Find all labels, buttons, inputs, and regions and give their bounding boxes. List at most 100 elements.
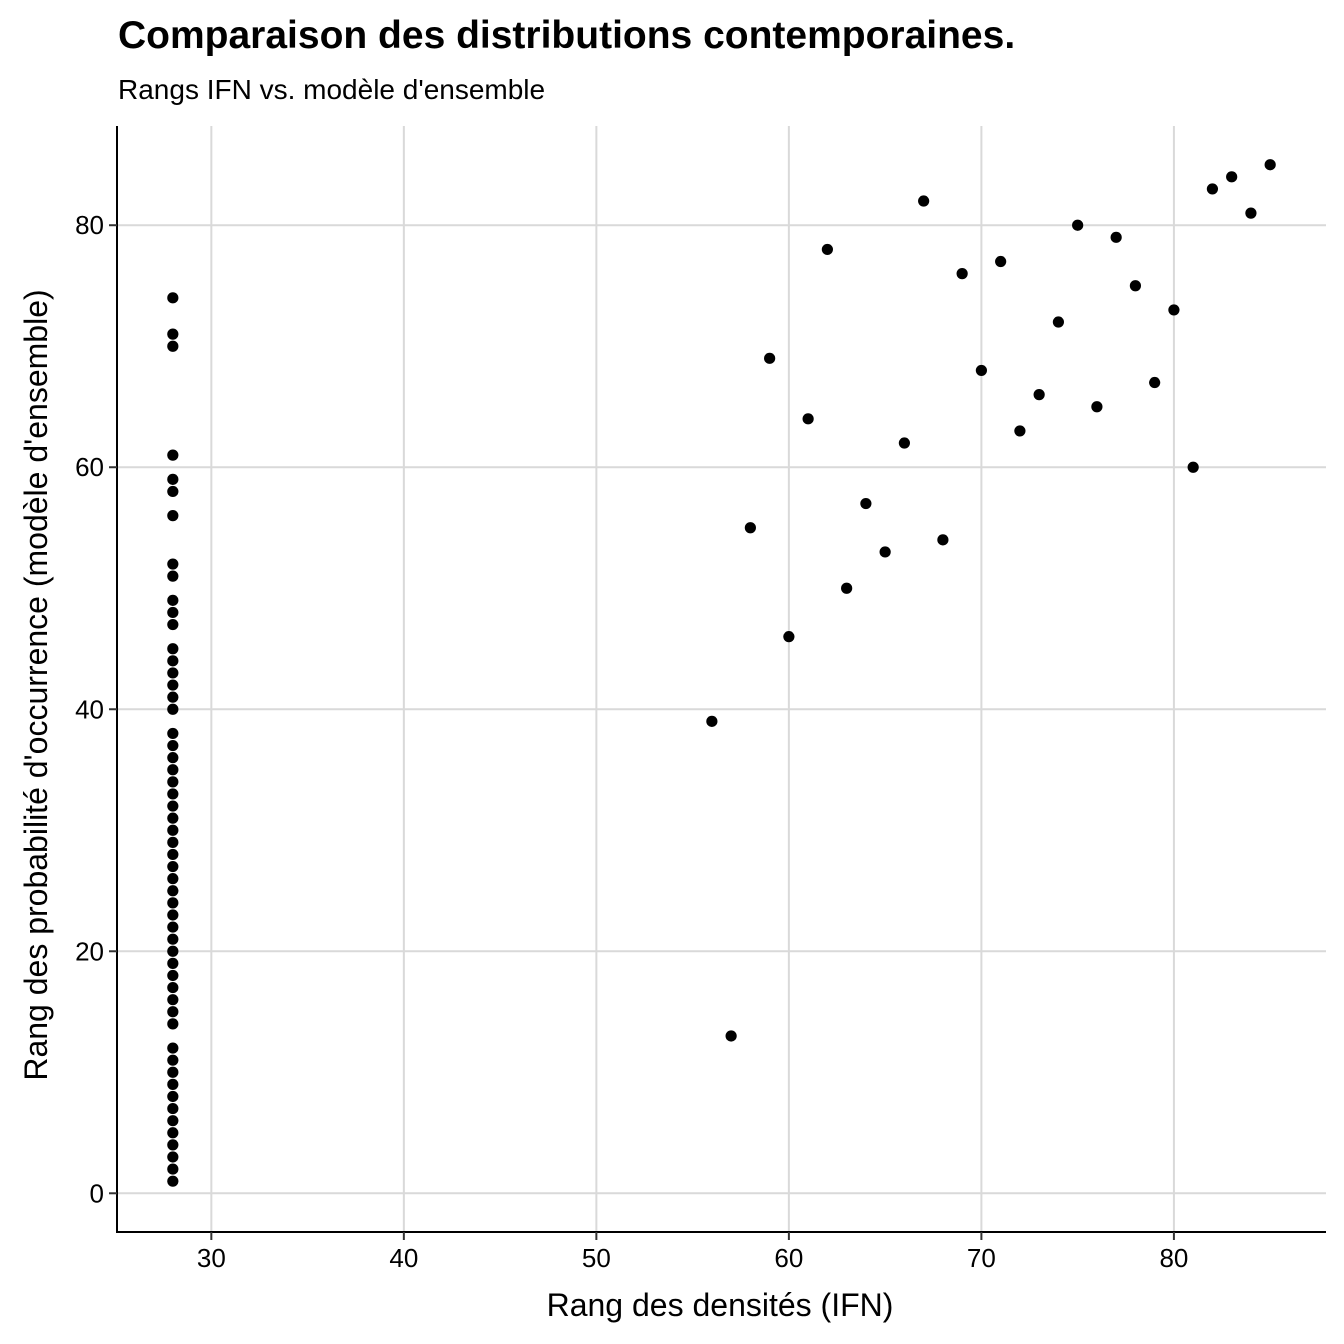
data-point [167, 813, 178, 824]
x-axis-title: Rang des densités (IFN) [547, 1287, 894, 1323]
x-tick-label: 50 [582, 1243, 611, 1273]
data-point [1188, 462, 1199, 473]
data-point [745, 522, 756, 533]
data-point [167, 1055, 178, 1066]
data-point [167, 667, 178, 678]
data-point [167, 897, 178, 908]
data-point [167, 861, 178, 872]
x-tick-label: 60 [774, 1243, 803, 1273]
data-point [167, 619, 178, 630]
data-point [167, 341, 178, 352]
data-point [1168, 304, 1179, 315]
data-point [167, 921, 178, 932]
grid-layer [117, 126, 1326, 1232]
data-point [167, 837, 178, 848]
data-point [803, 413, 814, 424]
y-tick-label: 20 [75, 936, 104, 966]
data-point [167, 849, 178, 860]
data-point [167, 885, 178, 896]
data-point [1014, 425, 1025, 436]
data-point [1207, 183, 1218, 194]
data-point [822, 244, 833, 255]
data-point [167, 1103, 178, 1114]
x-tick-label: 30 [197, 1243, 226, 1273]
y-axis-title: Rang des probabilité d'occurrence (modèl… [18, 289, 54, 1080]
data-point [167, 934, 178, 945]
data-point [167, 450, 178, 461]
data-point [918, 195, 929, 206]
labels-layer: 30 40 50 60 70 80 0 20 40 60 80 [75, 210, 1188, 1273]
data-point [995, 256, 1006, 267]
data-point [167, 800, 178, 811]
data-point [167, 1151, 178, 1162]
data-point [957, 268, 968, 279]
data-point [167, 643, 178, 654]
data-point [167, 704, 178, 715]
data-point [167, 825, 178, 836]
x-tick-label: 80 [1159, 1243, 1188, 1273]
axes-layer [109, 126, 1326, 1240]
data-point [167, 474, 178, 485]
x-tick-label: 40 [389, 1243, 418, 1273]
data-point [1226, 171, 1237, 182]
data-point [783, 631, 794, 642]
data-point [167, 994, 178, 1005]
data-point [167, 1006, 178, 1017]
data-point [167, 1067, 178, 1078]
data-point [167, 776, 178, 787]
data-point [167, 329, 178, 340]
data-point [167, 909, 178, 920]
y-tick-label: 0 [90, 1178, 104, 1208]
data-point [1053, 316, 1064, 327]
data-point [167, 692, 178, 703]
data-point [167, 1018, 178, 1029]
data-point [860, 498, 871, 509]
data-point [167, 486, 178, 497]
data-point [937, 534, 948, 545]
data-point [899, 437, 910, 448]
data-point [167, 1139, 178, 1150]
data-point [167, 679, 178, 690]
data-point [1111, 232, 1122, 243]
data-point [167, 510, 178, 521]
data-point [167, 970, 178, 981]
data-point [167, 571, 178, 582]
data-point [167, 558, 178, 569]
data-point [1072, 220, 1083, 231]
data-point [167, 752, 178, 763]
data-point [167, 788, 178, 799]
data-point [167, 1163, 178, 1174]
data-point [1091, 401, 1102, 412]
y-tick-label: 80 [75, 210, 104, 240]
points-layer [167, 159, 1276, 1187]
data-point [841, 583, 852, 594]
data-point [167, 728, 178, 739]
data-point [1034, 389, 1045, 400]
y-tick-label: 40 [75, 694, 104, 724]
y-tick-label: 60 [75, 452, 104, 482]
x-tick-label: 70 [967, 1243, 996, 1273]
data-point [167, 1091, 178, 1102]
data-point [1265, 159, 1276, 170]
data-point [1130, 280, 1141, 291]
data-point [976, 365, 987, 376]
data-point [167, 1042, 178, 1053]
data-point [167, 1115, 178, 1126]
data-point [167, 958, 178, 969]
data-point [167, 595, 178, 606]
data-point [167, 740, 178, 751]
data-point [167, 607, 178, 618]
data-point [726, 1030, 737, 1041]
data-point [764, 353, 775, 364]
data-point [1149, 377, 1160, 388]
data-point [167, 764, 178, 775]
data-point [167, 655, 178, 666]
data-point [167, 946, 178, 957]
data-point [167, 1176, 178, 1187]
data-point [167, 1079, 178, 1090]
data-point [167, 982, 178, 993]
scatter-plot: 30 40 50 60 70 80 0 20 40 60 80 Rang des densités … [0, 0, 1344, 1344]
data-point [706, 716, 717, 727]
data-point [880, 546, 891, 557]
data-point [167, 873, 178, 884]
